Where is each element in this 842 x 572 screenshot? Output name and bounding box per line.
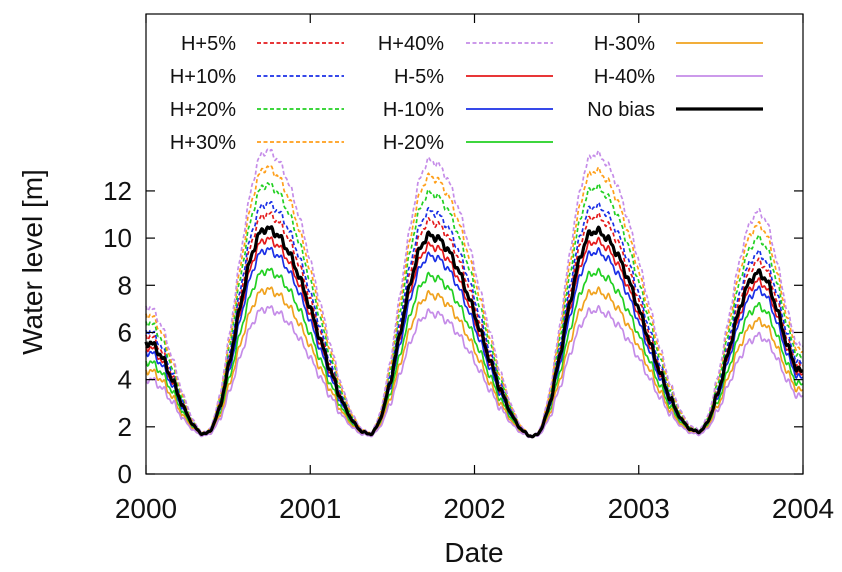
axis-ticks [145,14,804,475]
y-tick-label: 8 [118,270,132,300]
series-line-h-10- [145,200,804,438]
legend-label: H+20% [170,99,236,121]
x-tick-label: 2001 [279,493,341,524]
series-line-h-30- [145,165,804,437]
x-tick-label: 2000 [115,493,177,524]
legend-label: H+30% [170,132,236,154]
legend-label: H-30% [594,33,655,55]
x-axis-title: Date [444,537,503,568]
y-tick-label: 12 [103,176,132,206]
legend-label: No bias [587,99,655,121]
series-line-h-40- [145,304,804,439]
legend-label: H+40% [378,33,444,55]
y-tick-label: 10 [103,223,132,253]
legend-label: H+10% [170,66,236,88]
plot-lines [144,148,804,439]
series-line-h-40- [145,148,804,437]
y-tick-label: 6 [118,317,132,347]
y-tick-label: 0 [118,459,132,489]
y-axis-title: Water level [m] [17,169,48,355]
legend-label: H+5% [181,33,236,55]
x-tick-label: 2003 [608,493,670,524]
legend-label: H-40% [594,66,655,88]
legend-label: H-20% [383,132,444,154]
x-tick-label: 2004 [772,493,834,524]
y-tick-label: 2 [118,412,132,442]
legend-label: H-5% [394,66,444,88]
series-line-no-bias [144,225,804,439]
legend: H+5% H+10% H+20% H+30% H+40% H-5% H-10% H-20% H-… [170,33,763,154]
legend-label: H-10% [383,99,444,121]
y-tick-label: 4 [118,365,132,395]
axis-tick-labels: 2000 2001 2002 2003 2004 0 2 4 6 8 10 12 [103,176,834,524]
x-tick-label: 2002 [443,493,505,524]
